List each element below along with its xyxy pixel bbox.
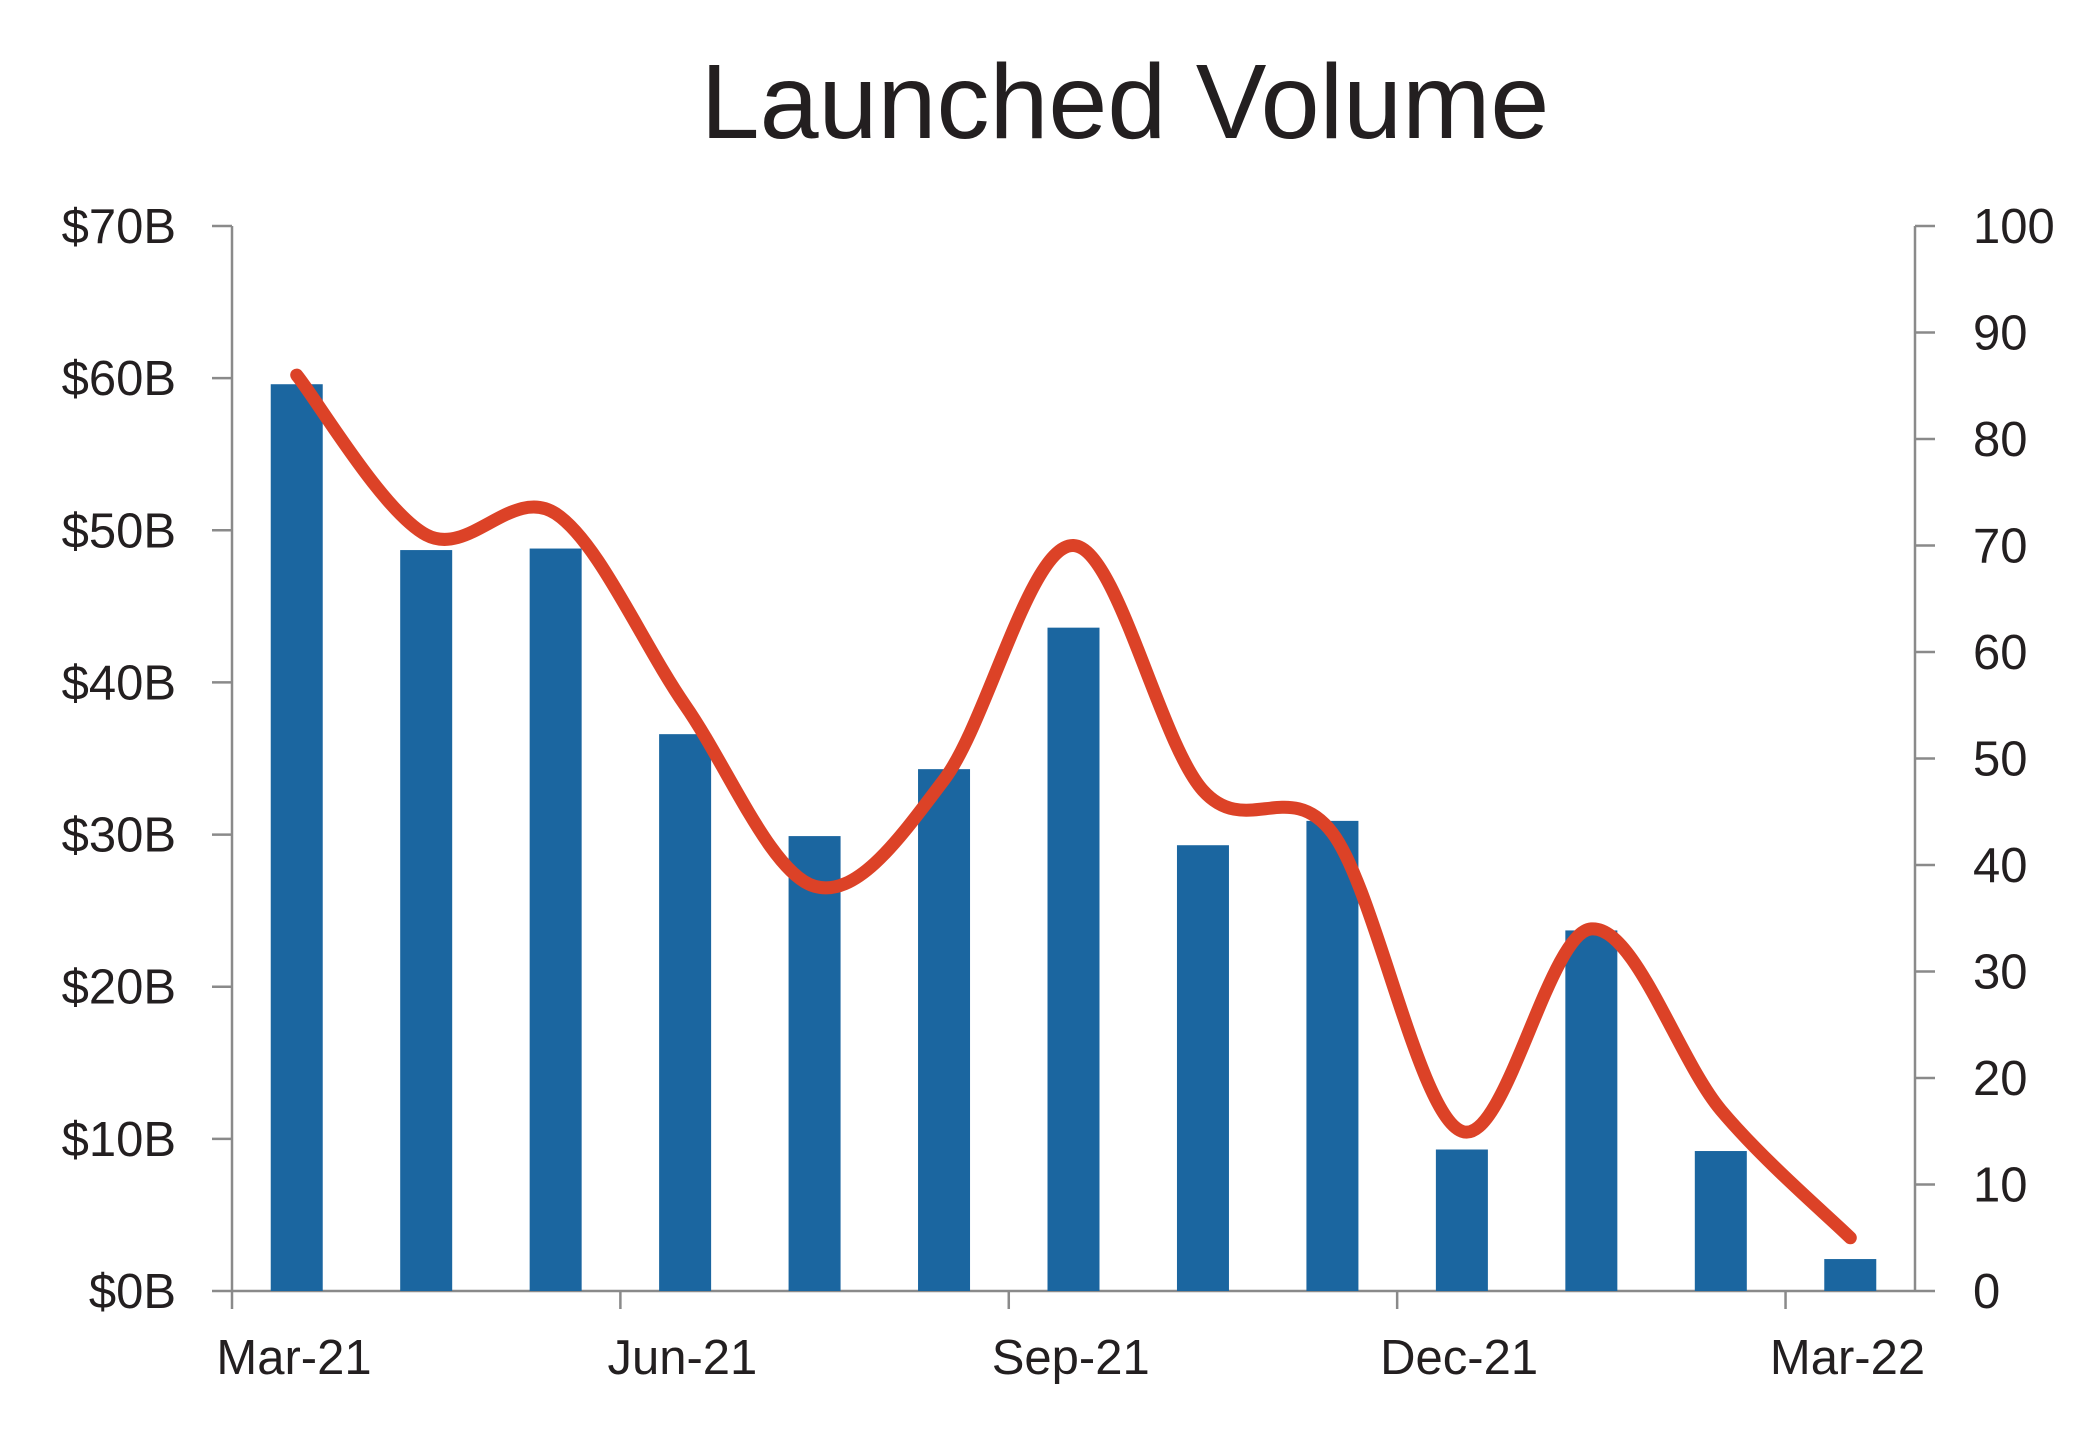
y-tick-label-left: $70B <box>62 200 176 254</box>
series-line <box>290 368 1857 1245</box>
y-tick-label-left: $60B <box>62 352 176 406</box>
bar <box>400 550 453 1291</box>
bar <box>1694 1151 1747 1291</box>
bar <box>1565 930 1618 1291</box>
bar <box>1306 820 1359 1291</box>
bar <box>1824 1259 1877 1291</box>
y-tick-label-right: 70 <box>1973 520 2028 574</box>
bar <box>1435 1149 1488 1291</box>
y-tick-label-right: 40 <box>1973 839 2028 893</box>
bar <box>788 836 841 1291</box>
x-tick-label: Sep-21 <box>992 1331 1150 1385</box>
y-tick-label-left: $30B <box>62 809 176 863</box>
y-tick-label-right: 80 <box>1973 413 2028 467</box>
bar <box>270 384 323 1291</box>
y-tick-label-right: 20 <box>1973 1052 2028 1106</box>
y-tick-label-right: 60 <box>1973 626 2028 680</box>
y-tick-label-right: 30 <box>1973 946 2028 1000</box>
y-tick-label-left: $50B <box>62 504 176 558</box>
y-tick-label-right: 0 <box>1973 1265 2000 1319</box>
x-tick-label: Mar-21 <box>216 1331 371 1385</box>
bar <box>659 734 712 1291</box>
x-tick-label: Jun-21 <box>607 1331 757 1385</box>
y-tick-label-left: $0B <box>89 1265 176 1319</box>
plot-area: $0B $10B $20B $30B $40B $50B $60B $70B 0 10 20 30 40… <box>62 200 2055 1385</box>
x-tick-label: Mar-22 <box>1770 1331 1925 1385</box>
y-tick-label-left: $40B <box>62 656 176 710</box>
bar <box>1176 845 1229 1291</box>
y-tick-label-right: 10 <box>1973 1159 2028 1213</box>
x-tick-label: Dec-21 <box>1380 1331 1538 1385</box>
y-tick-label-left: $10B <box>62 1113 176 1167</box>
y-tick-label-right: 50 <box>1973 733 2028 787</box>
bar <box>529 548 582 1291</box>
bar <box>1047 627 1100 1291</box>
y-tick-label-left: $20B <box>62 961 176 1015</box>
y-tick-label-right: 100 <box>1973 200 2055 254</box>
chart-title: Launched Volume <box>701 43 1550 161</box>
y-tick-label-right: 90 <box>1973 307 2028 361</box>
bar <box>918 769 971 1291</box>
